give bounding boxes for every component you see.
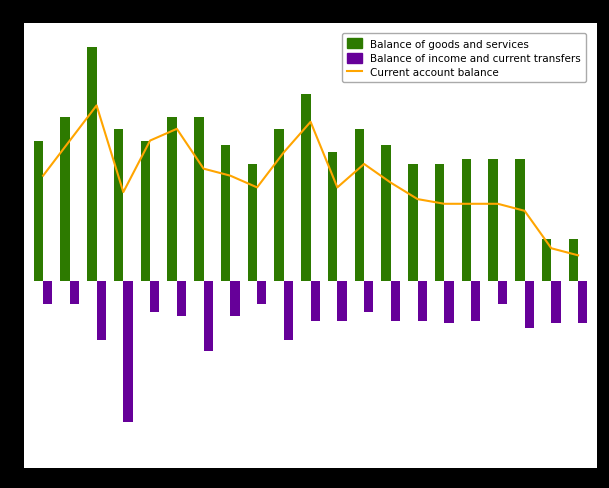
Bar xyxy=(124,282,133,422)
Current account balance xyxy=(414,197,421,203)
Bar xyxy=(498,282,507,305)
Bar xyxy=(551,282,561,324)
Bar xyxy=(203,282,213,352)
Bar xyxy=(488,160,498,282)
Current account balance xyxy=(40,173,47,179)
Bar xyxy=(435,164,445,282)
Bar xyxy=(471,282,481,321)
Current account balance xyxy=(387,181,395,186)
Bar xyxy=(230,282,240,317)
Bar xyxy=(33,141,43,282)
Bar xyxy=(311,282,320,321)
Bar xyxy=(167,118,177,282)
Current account balance xyxy=(253,185,261,191)
Bar xyxy=(337,282,347,321)
Bar xyxy=(515,160,524,282)
Current account balance xyxy=(200,166,207,172)
Bar xyxy=(177,282,186,317)
Bar xyxy=(70,282,79,305)
Bar xyxy=(391,282,400,321)
Current account balance xyxy=(574,253,582,259)
Bar xyxy=(114,130,124,282)
Bar xyxy=(194,118,203,282)
Current account balance xyxy=(547,246,555,252)
Bar xyxy=(524,282,534,328)
Bar xyxy=(328,153,337,282)
Bar xyxy=(248,164,257,282)
Current account balance xyxy=(468,202,475,207)
Bar xyxy=(418,282,427,321)
Current account balance xyxy=(173,127,180,133)
Bar xyxy=(578,282,588,324)
Bar xyxy=(97,282,106,340)
Line: Current account balance: Current account balance xyxy=(43,106,578,256)
Legend: Balance of goods and services, Balance of income and current transfers, Current : Balance of goods and services, Balance o… xyxy=(342,34,586,83)
Bar xyxy=(354,130,364,282)
Bar xyxy=(364,282,373,312)
Current account balance xyxy=(361,162,368,167)
Bar xyxy=(462,160,471,282)
Bar xyxy=(87,48,97,282)
Bar xyxy=(150,282,160,312)
Current account balance xyxy=(146,138,153,144)
Bar xyxy=(43,282,52,305)
Current account balance xyxy=(307,120,314,125)
Bar xyxy=(141,141,150,282)
Current account balance xyxy=(441,202,448,207)
Bar xyxy=(408,164,418,282)
Bar xyxy=(569,240,578,282)
Current account balance xyxy=(334,185,341,191)
Bar xyxy=(221,146,230,282)
Bar xyxy=(542,240,551,282)
Current account balance xyxy=(93,103,100,109)
Bar xyxy=(257,282,267,305)
Bar xyxy=(275,130,284,282)
Current account balance xyxy=(521,208,528,214)
Current account balance xyxy=(280,150,287,156)
Current account balance xyxy=(227,173,234,179)
Bar xyxy=(301,95,311,282)
Bar xyxy=(445,282,454,324)
Bar xyxy=(284,282,293,340)
Bar xyxy=(381,146,391,282)
Current account balance xyxy=(66,138,74,144)
Current account balance xyxy=(494,202,501,207)
Current account balance xyxy=(120,190,127,196)
Bar xyxy=(60,118,70,282)
